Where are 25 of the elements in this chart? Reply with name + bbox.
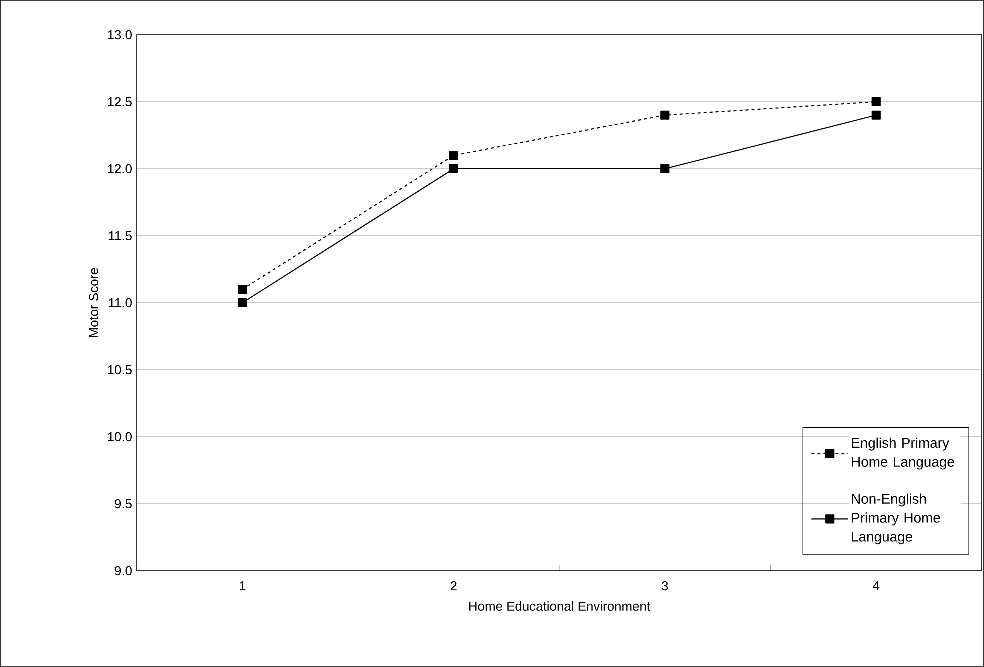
y-tick-label: 10.5 — [108, 365, 132, 375]
point — [449, 164, 458, 174]
point — [238, 298, 248, 308]
legend-label: Non-English Primary Home Language — [852, 494, 940, 545]
point — [872, 110, 881, 120]
y-tick-label: 9.0 — [115, 566, 132, 576]
legend-label: English Primary Home Language — [852, 438, 954, 470]
y-tick-label: 11.0 — [109, 298, 132, 308]
y-tick-label: 9.5 — [115, 499, 132, 509]
x-tick-label: 4 — [873, 582, 880, 590]
y-tick-label: 12.5 — [108, 97, 132, 107]
point — [660, 110, 670, 120]
y-axis-title: Motor Score — [89, 268, 98, 338]
point — [872, 97, 881, 107]
x-tick-label: 3 — [662, 581, 668, 591]
y-tick-label: 10.0 — [108, 432, 132, 442]
y-tick-label: 13.0 — [108, 30, 132, 40]
point — [238, 285, 248, 294]
x-tick-label: 2 — [450, 581, 457, 591]
y-tick-label: 12.0 — [108, 164, 132, 174]
point — [449, 151, 458, 160]
x-axis-title: Home Educational Environment — [470, 601, 650, 612]
y-tick-label: 11.5 — [109, 231, 132, 240]
point — [660, 164, 670, 174]
x-tick-label: 1 — [240, 582, 246, 590]
